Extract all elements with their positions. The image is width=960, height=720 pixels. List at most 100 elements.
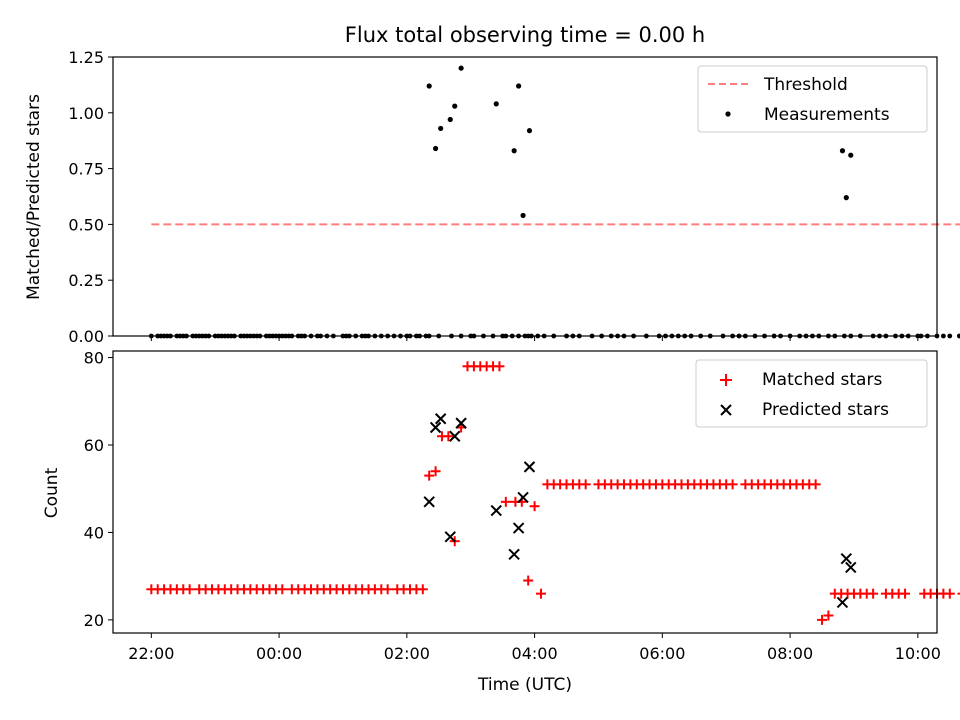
matched-star-point xyxy=(957,592,960,595)
bottom-axes-frame xyxy=(112,350,938,634)
matched-star-point xyxy=(900,588,911,599)
legend-predicted-swatch xyxy=(720,404,732,416)
predicted-star-b xyxy=(490,504,502,517)
legend-predicted-label: Predicted stars xyxy=(762,400,889,420)
matched-star-point xyxy=(727,479,738,490)
predicted-star-point xyxy=(490,504,502,517)
x-tick-label: 04:00 xyxy=(512,644,558,663)
top-axes-frame xyxy=(112,56,938,337)
x-tick-label: 02:00 xyxy=(384,644,430,663)
matched-star-point xyxy=(382,584,393,595)
matched-star-point xyxy=(868,588,879,599)
measurement-point xyxy=(438,125,444,132)
bottom-y-tick-label: 40 xyxy=(84,523,104,542)
legend-measurements-label: Measurements xyxy=(764,105,890,125)
measurement-point xyxy=(516,83,522,89)
measurement-point xyxy=(447,116,453,123)
predicted-star-point xyxy=(434,413,447,425)
predicted-star-b xyxy=(840,552,853,565)
matched-star-point xyxy=(500,496,511,507)
bottom-y-axis-label: Count xyxy=(42,467,62,518)
predicted-star-b xyxy=(836,596,849,609)
matched-star-point xyxy=(494,361,505,372)
predicted-star-point xyxy=(508,548,520,561)
predicted-star-point xyxy=(455,417,467,429)
measurement-point xyxy=(493,101,499,107)
measurement-point xyxy=(452,103,458,109)
predicted-star-b xyxy=(523,461,536,473)
bottom-plot-area: 20 40 60 80 22:00 00:00 02:00 04:00 06:00 08:00 10… xyxy=(84,349,960,663)
matched-star-point xyxy=(535,588,546,599)
bottom-y-tick-label: 60 xyxy=(84,436,104,455)
top-y-tick-label: 1.00 xyxy=(68,104,104,123)
matched-star-point xyxy=(430,466,441,477)
matched-star-point xyxy=(424,470,435,481)
top-legend: Threshold Measurements xyxy=(697,65,928,133)
top-panel: Flux total observing time = 0.00 h Match… xyxy=(24,23,960,346)
predicted-star-point xyxy=(840,552,853,565)
top-y-axis-label: Matched/Predicted stars xyxy=(24,94,44,300)
measurement-point xyxy=(432,145,439,152)
x-tick-label: 00:00 xyxy=(256,644,302,663)
predicted-star-point xyxy=(423,496,435,508)
matched-star-point xyxy=(443,431,454,442)
predicted-star-point xyxy=(512,522,525,534)
x-axis-label: Time (UTC) xyxy=(477,675,572,695)
predicted-star-b xyxy=(423,496,435,508)
top-y-tick-label: 0.75 xyxy=(68,160,104,179)
x-tick-label: 08:00 xyxy=(767,644,813,663)
matched-star-point xyxy=(417,584,428,595)
predicted-star-b xyxy=(845,561,857,574)
measurement-point xyxy=(843,195,849,201)
matched-star-point xyxy=(580,479,591,490)
measurement-point xyxy=(458,65,464,71)
bottom-legend: Matched stars Predicted stars xyxy=(695,359,928,428)
predicted-star-b xyxy=(508,548,520,561)
measurement-point xyxy=(956,333,960,339)
predicted-star-b xyxy=(429,421,442,434)
matched-star-point xyxy=(823,610,834,621)
legend-threshold-label: Threshold xyxy=(763,75,848,95)
matched-star-point xyxy=(944,588,955,599)
bottom-y-tick-label: 20 xyxy=(84,611,104,630)
x-tick-label: 22:00 xyxy=(128,644,174,663)
chart-title: Flux total observing time = 0.00 h xyxy=(345,23,705,47)
measurement-point xyxy=(947,333,953,339)
legend-matched-swatch xyxy=(720,374,732,386)
predicted-star-point xyxy=(449,430,461,442)
x-tick-label: 10:00 xyxy=(895,644,941,663)
legend-measurements-swatch xyxy=(725,111,731,117)
legend-matched-label: Matched stars xyxy=(762,370,882,390)
measurement-point xyxy=(511,148,517,154)
predicted-star-b xyxy=(449,430,461,442)
predicted-star-point xyxy=(523,461,536,473)
predicted-star-b xyxy=(512,522,525,534)
bottom-legend-box xyxy=(695,359,928,428)
bottom-y-tick-label: 80 xyxy=(84,349,104,368)
measurement-point xyxy=(526,128,533,134)
predicted-star-point xyxy=(836,596,849,609)
top-y-tick-label: 1.25 xyxy=(68,48,104,67)
top-y-tick-label: 0.00 xyxy=(68,327,104,346)
predicted-star-point xyxy=(517,491,529,504)
measurement-point xyxy=(426,83,432,89)
matched-star-point xyxy=(817,614,828,625)
measurement-point xyxy=(940,333,946,339)
measurement-point xyxy=(848,152,854,158)
matched-star-point xyxy=(529,501,540,512)
measurement-point xyxy=(520,212,526,219)
matched-star-point xyxy=(277,584,288,595)
predicted-star-b xyxy=(455,417,467,429)
predicted-star-point xyxy=(429,421,442,434)
predicted-star-point xyxy=(845,561,857,574)
predicted-star-b xyxy=(517,491,529,504)
matched-star-point xyxy=(184,584,195,595)
top-y-tick-label: 0.25 xyxy=(68,271,104,290)
x-tick-label: 06:00 xyxy=(639,644,685,663)
top-y-tick-label: 0.50 xyxy=(68,215,104,234)
predicted-star-point xyxy=(444,531,456,543)
predicted-star-b xyxy=(444,531,456,543)
matched-star-point xyxy=(523,575,534,586)
predicted-star-b xyxy=(434,413,447,425)
